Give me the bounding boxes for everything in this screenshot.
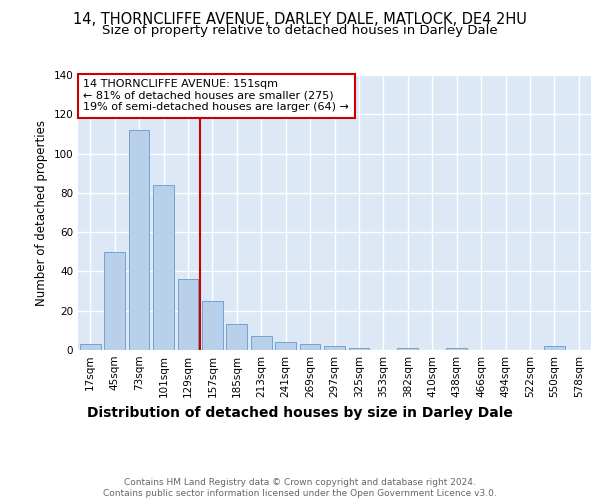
Bar [128, 130, 149, 350]
Text: 14 THORNCLIFFE AVENUE: 151sqm
← 81% of detached houses are smaller (275)
19% of : 14 THORNCLIFFE AVENUE: 151sqm ← 81% of d… [83, 79, 349, 112]
Text: Distribution of detached houses by size in Darley Dale: Distribution of detached houses by size … [87, 406, 513, 419]
Text: Size of property relative to detached houses in Darley Dale: Size of property relative to detached ho… [102, 24, 498, 37]
Bar [178, 280, 199, 350]
Bar [104, 252, 125, 350]
Bar [80, 344, 101, 350]
Bar [202, 301, 223, 350]
Bar [275, 342, 296, 350]
Text: 14, THORNCLIFFE AVENUE, DARLEY DALE, MATLOCK, DE4 2HU: 14, THORNCLIFFE AVENUE, DARLEY DALE, MAT… [73, 12, 527, 28]
Text: Contains HM Land Registry data © Crown copyright and database right 2024.
Contai: Contains HM Land Registry data © Crown c… [103, 478, 497, 498]
Bar [397, 348, 418, 350]
Bar [153, 185, 174, 350]
Y-axis label: Number of detached properties: Number of detached properties [35, 120, 48, 306]
Bar [349, 348, 370, 350]
Bar [446, 348, 467, 350]
Bar [324, 346, 345, 350]
Bar [251, 336, 272, 350]
Bar [299, 344, 320, 350]
Bar [226, 324, 247, 350]
Bar [544, 346, 565, 350]
